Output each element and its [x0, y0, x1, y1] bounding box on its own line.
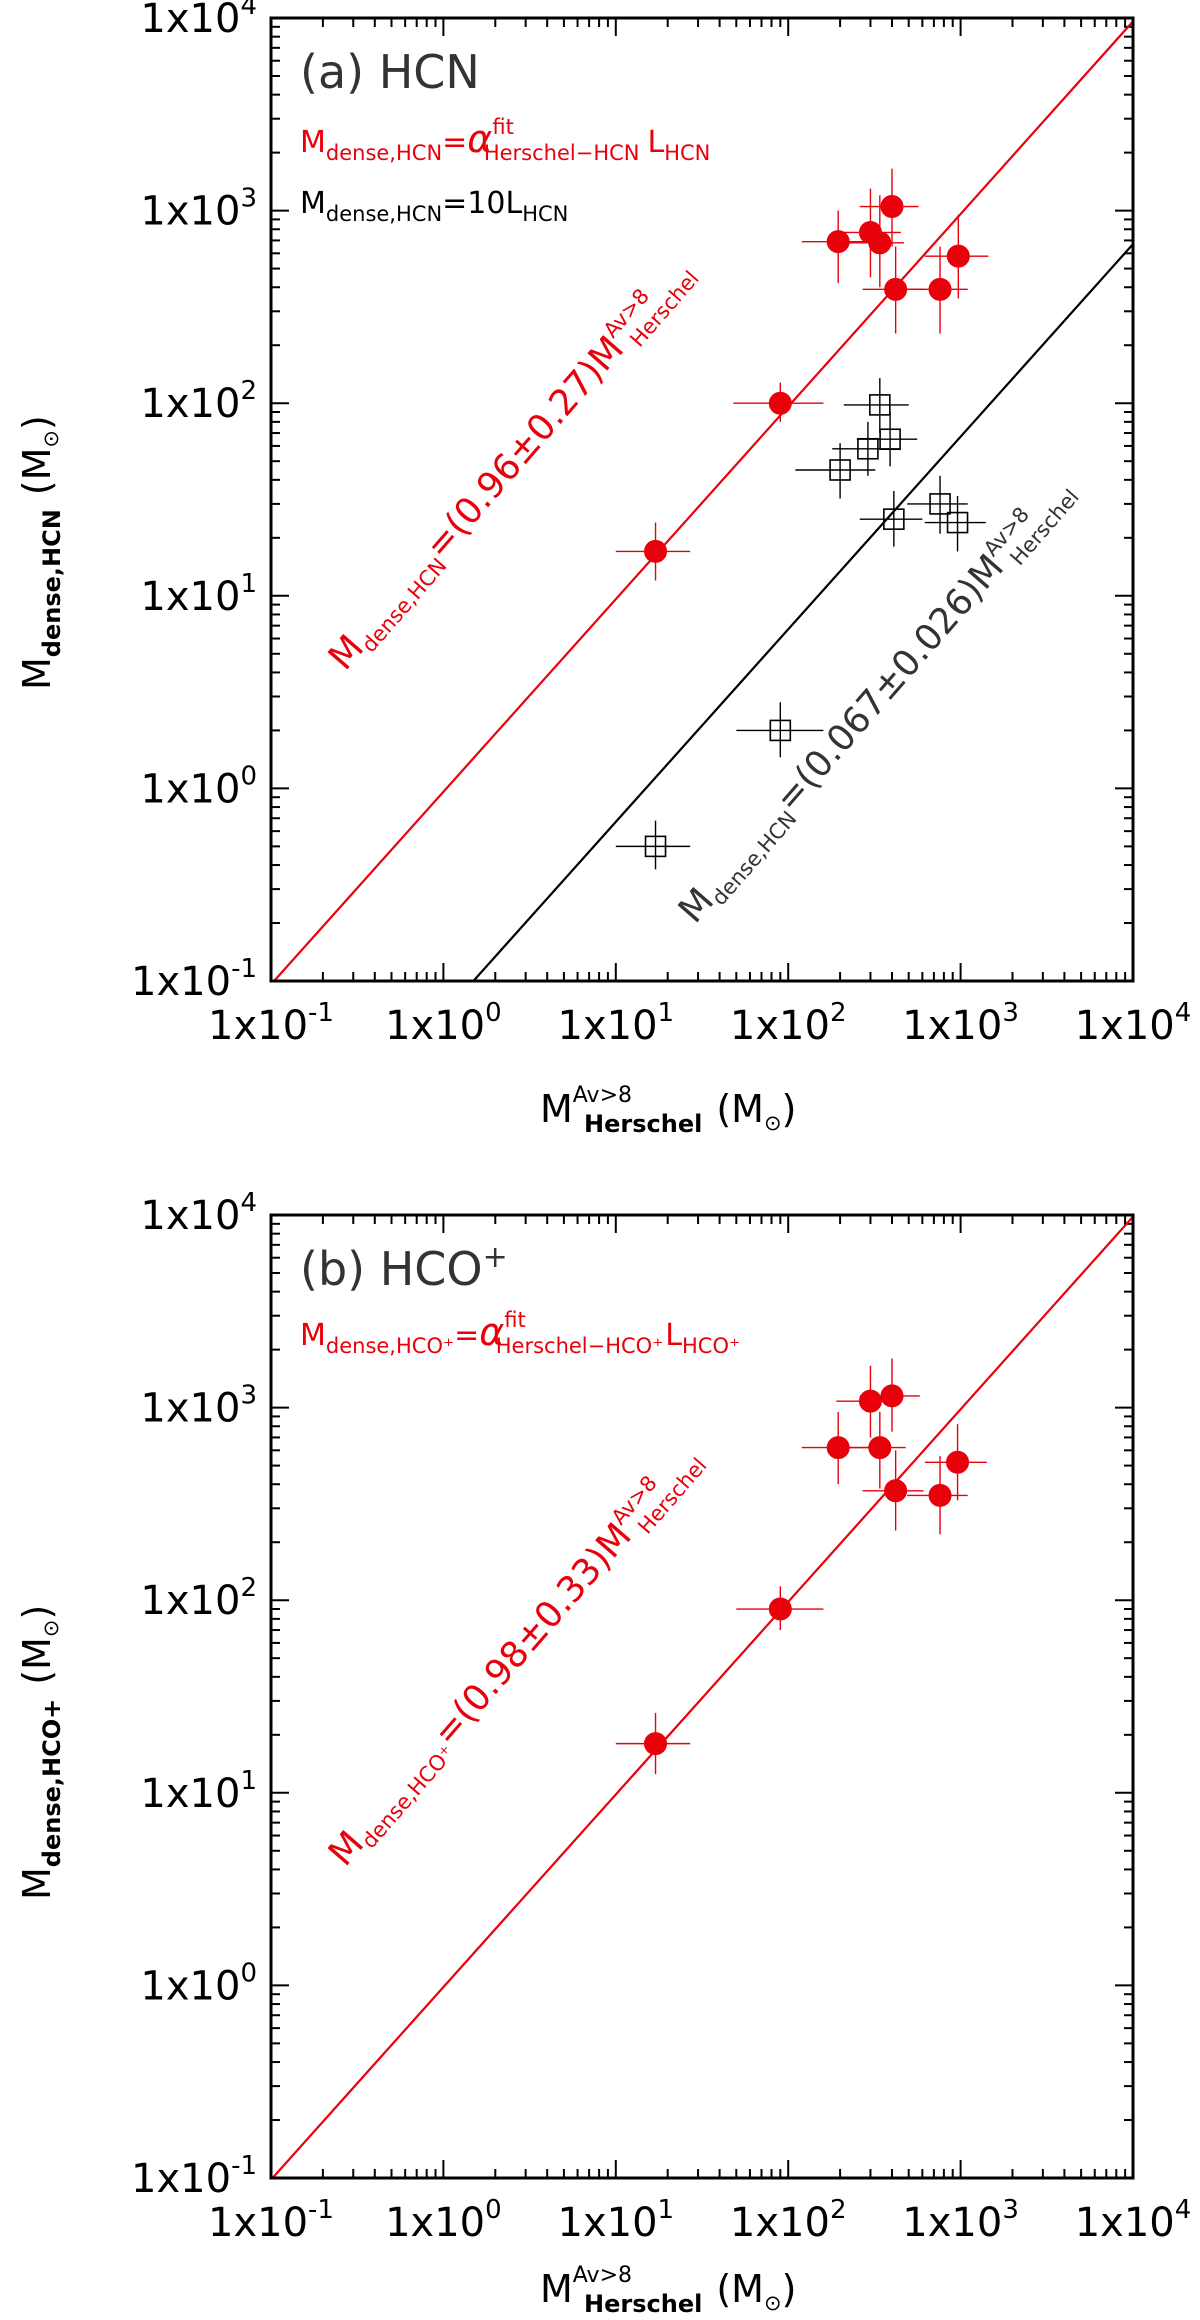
data-point: [843, 378, 909, 434]
panel-a-ylabel: Mdense,HCN(M⊙): [15, 415, 66, 690]
fit-line-fit: [271, 1215, 1133, 2178]
panel-b-points: [615, 1358, 987, 1775]
data-point: [907, 1456, 968, 1535]
y-tick-label: 1x10-1: [131, 2151, 257, 2202]
filled-circle-marker: [768, 1597, 792, 1621]
panel-a-fit-label: Mdense,HCN=(0.96±0.27)MAv>8Herschel: [319, 249, 704, 681]
fit-line-10-L_HCN: [471, 243, 1133, 981]
filled-circle-marker: [768, 391, 792, 415]
x-tick-label: 1x100: [385, 998, 502, 1049]
data-point: [615, 820, 691, 870]
y-tick-label: 1x102: [140, 1573, 257, 1624]
data-point: [733, 382, 824, 422]
panel-b-xlabel: MAv>8 Herschel (M⊙): [540, 2263, 796, 2318]
panel-b-frame: [269, 1213, 1135, 2180]
data-point: [736, 1586, 824, 1631]
open-square-marker: [883, 508, 905, 530]
data-point: [856, 412, 918, 467]
panel-a-points: [615, 168, 989, 870]
y-tick-label: 1x103: [140, 184, 257, 235]
data-point: [905, 246, 968, 334]
data-point: [862, 1450, 924, 1531]
data-point: [924, 214, 989, 299]
panel-b-fit-label: Mdense,HCO⁺=(0.98±0.33)MAv>8Herschel: [319, 1436, 712, 1877]
fit-line-fit: [272, 20, 1133, 981]
data-point: [924, 495, 986, 552]
filled-circle-marker: [928, 277, 952, 301]
data-point: [615, 1712, 691, 1775]
x-tick-label: 1x103: [902, 998, 1019, 1049]
data-point: [924, 1424, 987, 1501]
filled-circle-marker: [884, 1479, 908, 1503]
x-tick-label: 1x102: [730, 998, 847, 1049]
panel-b-legend-fit: Mdense,HCO⁺=αfit Herschel−HCO⁺LHCO⁺: [300, 1308, 740, 1358]
y-tick-label: 1x100: [140, 761, 257, 812]
data-point: [847, 195, 905, 288]
data-point: [795, 443, 876, 499]
filled-circle-marker: [946, 244, 970, 268]
data-point: [843, 1411, 906, 1489]
x-tick-label: 1x10-1: [208, 2195, 334, 2246]
data-point: [615, 522, 691, 581]
panel-a-label: (a) HCN: [300, 45, 480, 99]
open-square-marker: [829, 459, 851, 481]
x-tick-label: 1x103: [902, 2195, 1019, 2246]
x-tick-label: 1x104: [1075, 998, 1192, 1049]
data-point: [736, 702, 824, 758]
y-tick-label: 1x104: [140, 1188, 257, 1239]
y-tick-label: 1x101: [140, 569, 257, 620]
data-point: [907, 475, 968, 534]
open-square-marker: [929, 493, 951, 515]
open-square-marker: [644, 835, 667, 858]
filled-circle-marker: [946, 1450, 970, 1474]
filled-circle-marker: [644, 539, 668, 563]
x-tick-label: 1x101: [558, 2195, 675, 2246]
filled-circle-marker: [868, 1436, 892, 1460]
data-point: [859, 168, 919, 247]
y-tick-label: 1x103: [140, 1381, 257, 1432]
filled-circle-marker: [884, 277, 908, 301]
x-tick-label: 1x10-1: [208, 998, 334, 1049]
panel-a-legend-10l: Mdense,HCN=10LHCN: [300, 186, 568, 226]
x-tick-label: 1x101: [558, 998, 675, 1049]
panel-a-10l-label: Mdense,HCN=(0.067±0.026)MAv>8Herschel: [669, 468, 1084, 935]
filled-circle-marker: [928, 1483, 952, 1507]
panel-a-frame: [269, 16, 1135, 983]
panel-a-legend-fit: Mdense,HCN=αfit Herschel−HCN LHCN: [300, 115, 710, 165]
filled-circle-marker: [880, 1384, 904, 1408]
filled-circle-marker: [858, 1389, 882, 1413]
x-tick-label: 1x104: [1075, 2195, 1192, 2246]
filled-circle-marker: [644, 1732, 668, 1756]
open-square-marker: [869, 394, 891, 416]
y-tick-label: 1x10-1: [131, 954, 257, 1005]
open-square-marker: [879, 428, 901, 451]
panel-b-label: (b) HCO+: [300, 1240, 508, 1296]
y-tick-label: 1x100: [140, 1958, 257, 2009]
panel-b-fit-lines: [271, 1215, 1133, 2178]
data-point: [801, 210, 878, 284]
panel-a-fit-lines: [272, 20, 1133, 981]
filled-circle-marker: [868, 231, 892, 255]
filled-circle-marker: [880, 195, 904, 219]
panel-b-ylabel: Mdense,HCO+(M⊙): [15, 1605, 66, 1900]
open-square-marker: [769, 719, 792, 742]
data-point: [859, 491, 923, 547]
y-tick-label: 1x104: [140, 0, 257, 42]
x-tick-label: 1x102: [730, 2195, 847, 2246]
panel-a-xlabel: MAv>8 Herschel (M⊙): [540, 1083, 796, 1138]
data-point: [862, 246, 924, 334]
data-point: [859, 1358, 920, 1432]
y-tick-label: 1x102: [140, 376, 257, 427]
y-tick-label: 1x101: [140, 1766, 257, 1817]
x-tick-label: 1x100: [385, 2195, 502, 2246]
filled-circle-marker: [826, 230, 850, 254]
open-square-marker: [946, 511, 969, 534]
